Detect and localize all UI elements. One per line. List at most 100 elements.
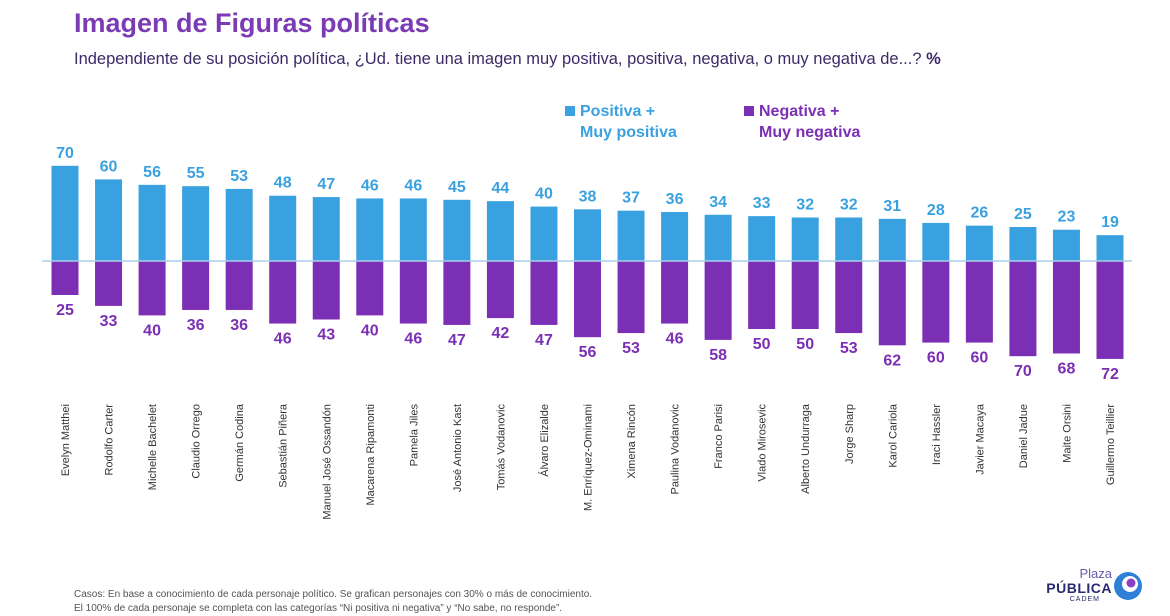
- data-label-positive: 47: [317, 176, 335, 193]
- data-label-negative: 53: [622, 340, 640, 357]
- category-label: Michelle Bachelet: [147, 404, 159, 490]
- data-label-positive: 19: [1101, 214, 1119, 231]
- data-label-positive: 34: [709, 194, 727, 211]
- bar-negative: [51, 261, 79, 295]
- bar-negative: [182, 261, 210, 310]
- data-label-positive: 56: [143, 164, 161, 181]
- category-label: Maite Orsini: [1061, 404, 1073, 463]
- data-label-negative: 46: [404, 331, 422, 348]
- bar-positive: [1009, 227, 1037, 261]
- category-label: Daniel Jadue: [1018, 404, 1030, 468]
- data-label-positive: 32: [840, 196, 858, 213]
- data-label-negative: 43: [317, 326, 335, 343]
- category-label: Franco Parisi: [713, 404, 725, 469]
- data-label-positive: 31: [883, 198, 901, 215]
- bar-positive: [835, 217, 863, 261]
- data-label-positive: 37: [622, 190, 640, 207]
- bar-positive: [530, 206, 558, 261]
- bar-positive: [443, 199, 471, 261]
- data-label-negative: 58: [709, 347, 727, 364]
- data-label-positive: 23: [1058, 209, 1076, 226]
- data-label-positive: 46: [404, 177, 422, 194]
- footnote-line-1: Casos: En base a conocimiento de cada pe…: [74, 589, 593, 600]
- footnote: Casos: En base a conocimiento de cada pe…: [74, 588, 592, 615]
- bar-negative: [748, 261, 776, 329]
- category-label: Jorge Sharp: [844, 404, 856, 464]
- data-label-positive: 53: [230, 168, 248, 185]
- data-label-negative: 47: [535, 332, 553, 349]
- data-label-negative: 72: [1101, 366, 1119, 383]
- legend-label-negative: Negativa + Muy negativa: [759, 103, 861, 141]
- category-label: Vlado Mirosevic: [757, 404, 769, 482]
- bar-negative: [965, 261, 993, 343]
- data-label-positive: 36: [666, 191, 684, 208]
- data-label-negative: 68: [1058, 360, 1076, 377]
- bar-positive: [878, 218, 906, 261]
- category-label: Iraci Hassler: [931, 404, 943, 465]
- data-label-negative: 25: [56, 302, 74, 319]
- category-label: Tomás Vodanovic: [495, 404, 507, 491]
- bar-positive: [1052, 229, 1080, 261]
- bar-negative: [399, 261, 427, 324]
- bar-positive: [51, 165, 79, 261]
- bar-negative: [704, 261, 732, 340]
- legend-swatch-positive: [565, 106, 575, 116]
- logo-text-3: CADEM: [1069, 596, 1100, 603]
- category-label: Álvaro Elizalde: [538, 404, 551, 477]
- bar-negative: [1052, 261, 1080, 354]
- bar-negative: [530, 261, 558, 325]
- data-label-positive: 26: [970, 205, 988, 222]
- category-label: Rodolfo Carter: [104, 404, 116, 476]
- bar-negative: [138, 261, 166, 316]
- bar-positive: [138, 184, 166, 261]
- data-label-negative: 56: [579, 344, 597, 361]
- category-label: Ximena Rincón: [626, 404, 638, 479]
- bar-negative: [791, 261, 819, 329]
- data-label-negative: 36: [187, 317, 205, 334]
- bar-positive: [356, 198, 384, 261]
- bar-chart: 70 25 Evelyn Matthei 60 33 Rodolfo Carter 56 40…: [42, 145, 1132, 520]
- data-label-negative: 62: [883, 352, 901, 369]
- category-label: Sebastián Piñera: [278, 403, 290, 488]
- bar-positive: [312, 197, 340, 261]
- bar-positive: [965, 225, 993, 261]
- data-label-positive: 38: [579, 188, 597, 205]
- bar-negative: [486, 261, 514, 319]
- bar-positive: [399, 198, 427, 261]
- category-label: Alberto Undurraga: [800, 403, 812, 494]
- data-label-positive: 33: [753, 195, 771, 212]
- bar-positive: [225, 188, 253, 261]
- data-label-negative: 33: [100, 313, 118, 330]
- data-label-negative: 46: [274, 331, 292, 348]
- bar-negative: [443, 261, 471, 325]
- bar-positive: [661, 212, 689, 261]
- bar-positive: [95, 179, 123, 261]
- data-label-positive: 45: [448, 179, 466, 196]
- footnote-line-2: El 100% de cada personaje se completa co…: [74, 602, 563, 614]
- subtitle-text: Independiente de su posición política, ¿…: [74, 50, 922, 68]
- data-label-negative: 46: [666, 331, 684, 348]
- unit-label: %: [926, 50, 941, 68]
- data-label-negative: 60: [927, 350, 945, 367]
- bar-positive: [791, 217, 819, 261]
- chart-title: Imagen de Figuras políticas: [74, 8, 430, 38]
- data-label-negative: 50: [796, 336, 814, 353]
- data-label-positive: 46: [361, 177, 379, 194]
- bar-negative: [269, 261, 297, 324]
- data-label-positive: 40: [535, 186, 553, 203]
- bar-negative: [661, 261, 689, 324]
- bar-positive: [617, 210, 645, 261]
- data-label-negative: 60: [970, 350, 988, 367]
- data-label-negative: 70: [1014, 363, 1032, 380]
- data-label-positive: 25: [1014, 206, 1032, 223]
- bar-negative: [1009, 261, 1037, 357]
- bar-positive: [922, 222, 950, 261]
- bar-positive: [748, 216, 776, 261]
- category-label: Guillermo Teillier: [1105, 404, 1117, 485]
- data-label-positive: 55: [187, 165, 205, 182]
- data-label-negative: 42: [492, 325, 510, 342]
- legend-label-positive: Positiva + Muy positiva: [580, 103, 677, 141]
- data-label-negative: 40: [361, 322, 379, 339]
- category-label: M. Enríquez-Ominami: [583, 404, 595, 511]
- data-label-positive: 60: [100, 158, 118, 175]
